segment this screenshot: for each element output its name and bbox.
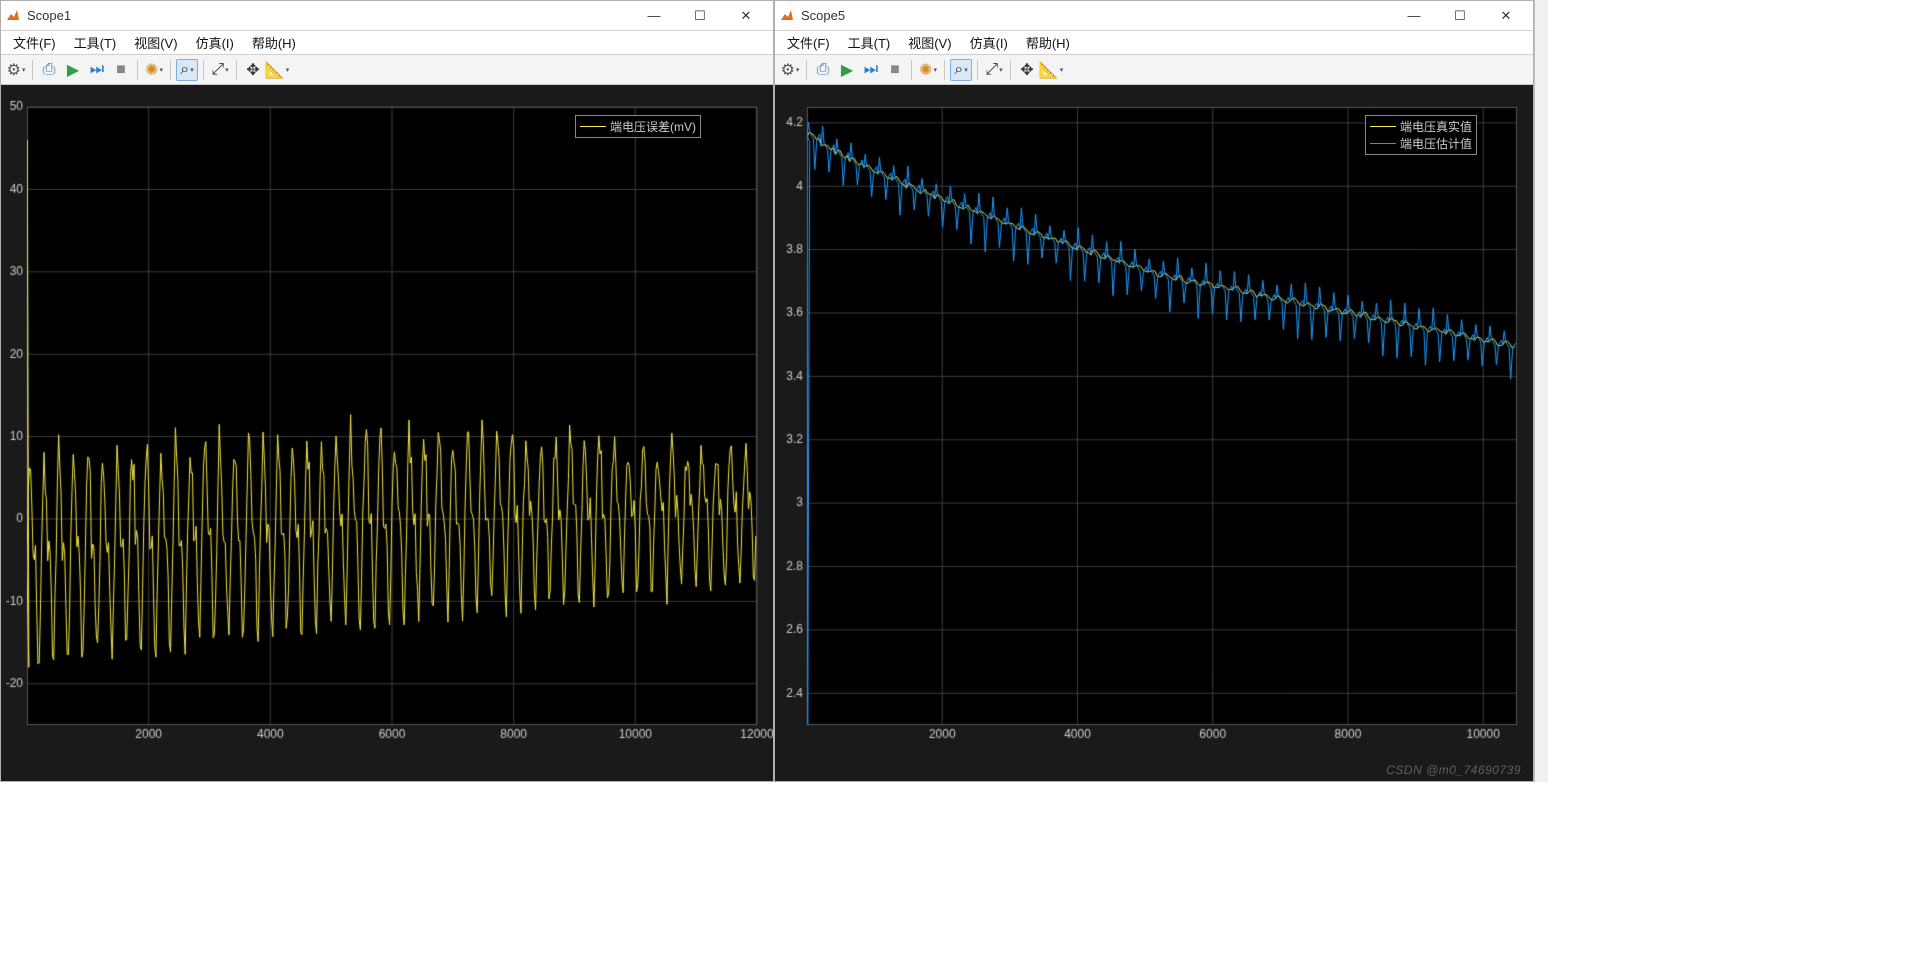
toolbar-separator [236,60,237,80]
toolbar-separator [137,60,138,80]
maximize-button[interactable]: ☐ [677,2,723,30]
titlebar[interactable]: Scope1 — ☐ ✕ [1,1,773,31]
toolbar-separator [1010,60,1011,80]
minimize-button[interactable]: — [1391,2,1437,30]
menu-item[interactable]: 帮助(H) [244,31,304,54]
window-title: Scope1 [27,8,631,23]
menu-item[interactable]: 帮助(H) [1018,31,1078,54]
settings-icon[interactable]: ⚙ [779,59,801,81]
run-icon[interactable]: ▶ [836,59,858,81]
print-icon[interactable]: ⎙ [812,59,834,81]
plot-area-left[interactable]: 端电压误差(mV) ↗ 端电压误差(mV) [1,85,773,781]
stop-icon[interactable]: ■ [110,59,132,81]
maximize-button[interactable]: ☐ [1437,2,1483,30]
measure-icon[interactable]: 📐 [1040,59,1062,81]
zoom-icon[interactable]: ⌕ [950,59,972,81]
toolbar-left: ⚙ ⎙▶⏭■ ✺ ⌕ ⤢ ✥📐 [1,55,773,85]
measure-icon[interactable]: 📐 [266,59,288,81]
menu-item[interactable]: 仿真(I) [188,31,242,54]
legend[interactable]: 端电压真实值端电压估计值 [1365,115,1477,155]
scope-window-left: Scope1 — ☐ ✕ 文件(F)工具(T)视图(V)仿真(I)帮助(H) ⚙… [0,0,774,782]
cursor-icon[interactable]: ✥ [242,59,264,81]
watermark: CSDN @m0_74690739 [1386,763,1521,777]
step-icon[interactable]: ⏭ [860,59,882,81]
toolbar-right: ⚙ ⎙▶⏭■ ✺ ⌕ ⤢ ✥📐 [775,55,1533,85]
side-strip [1534,0,1548,782]
highlight-icon[interactable]: ✺ [917,59,939,81]
toolbar-separator [203,60,204,80]
titlebar[interactable]: Scope5 — ☐ ✕ [775,1,1533,31]
autoscale-icon[interactable]: ⤢ [983,59,1005,81]
toolbar-separator [806,60,807,80]
menu-item[interactable]: 工具(T) [66,31,125,54]
close-button[interactable]: ✕ [723,2,769,30]
menubar-right: 文件(F)工具(T)视图(V)仿真(I)帮助(H) [775,31,1533,55]
settings-icon[interactable]: ⚙ [5,59,27,81]
menu-item[interactable]: 仿真(I) [962,31,1016,54]
toolbar-separator [911,60,912,80]
menu-item[interactable]: 文件(F) [779,31,838,54]
toolbar-separator [944,60,945,80]
stop-icon[interactable]: ■ [884,59,906,81]
toolbar-separator [170,60,171,80]
plot-canvas[interactable] [775,85,1533,761]
toolbar-separator [32,60,33,80]
menu-item[interactable]: 工具(T) [840,31,899,54]
plot-canvas[interactable] [1,85,773,761]
legend-item: 端电压真实值 [1370,118,1472,135]
menu-item[interactable]: 视图(V) [126,31,185,54]
zoom-icon[interactable]: ⌕ [176,59,198,81]
window-title: Scope5 [801,8,1391,23]
run-icon[interactable]: ▶ [62,59,84,81]
print-icon[interactable]: ⎙ [38,59,60,81]
legend-item: 端电压误差(mV) [580,118,696,135]
minimize-button[interactable]: — [631,2,677,30]
scope-window-right: Scope5 — ☐ ✕ 文件(F)工具(T)视图(V)仿真(I)帮助(H) ⚙… [774,0,1534,782]
menubar-left: 文件(F)工具(T)视图(V)仿真(I)帮助(H) [1,31,773,55]
matlab-icon [779,8,795,24]
toolbar-separator [977,60,978,80]
legend-item: 端电压估计值 [1370,135,1472,152]
autoscale-icon[interactable]: ⤢ [209,59,231,81]
legend[interactable]: 端电压误差(mV) [575,115,701,138]
matlab-icon [5,8,21,24]
menu-item[interactable]: 文件(F) [5,31,64,54]
close-button[interactable]: ✕ [1483,2,1529,30]
plot-area-right[interactable]: 端电压真实值, 端电压估计值 ↗ 端电压真实值端电压估计值 CSDN @m0_7… [775,85,1533,781]
step-icon[interactable]: ⏭ [86,59,108,81]
menu-item[interactable]: 视图(V) [900,31,959,54]
cursor-icon[interactable]: ✥ [1016,59,1038,81]
highlight-icon[interactable]: ✺ [143,59,165,81]
